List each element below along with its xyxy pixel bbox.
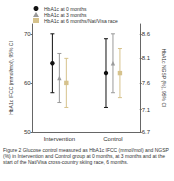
svg-text:HbA1c at 3 months: HbA1c at 3 months: [44, 11, 87, 18]
svg-text:8.6: 8.6: [142, 31, 151, 37]
html-text:Figure 2 Glucose control measu: Figure 2 Glucose control measured as HbA…: [3, 147, 169, 165]
svg-text:Control: Control: [103, 136, 122, 142]
svg-text:Intervention: Intervention: [44, 136, 75, 142]
svg-text:70: 70: [24, 31, 31, 37]
svg-text:7.6: 7.6: [142, 80, 151, 86]
svg-text:HbA1c NGSP (%), 95% CI: HbA1c NGSP (%), 95% CI: [161, 49, 167, 108]
svg-text:8.1: 8.1: [142, 55, 151, 61]
svg-text:7.1: 7.1: [142, 107, 151, 113]
svg-text:HbA1c at 6 months/Nat/Visa rac: HbA1c at 6 months/Nat/Visa race: [44, 18, 118, 24]
svg-text:HbA1c IFCC (mmol/mol), 95% CI: HbA1c IFCC (mmol/mol), 95% CI: [8, 41, 14, 115]
svg-text:60: 60: [24, 80, 31, 86]
svg-text:HbA1c at 0 months: HbA1c at 0 months: [44, 5, 87, 12]
svg-text:6.7: 6.7: [142, 129, 151, 135]
svg-text:50: 50: [24, 129, 31, 135]
